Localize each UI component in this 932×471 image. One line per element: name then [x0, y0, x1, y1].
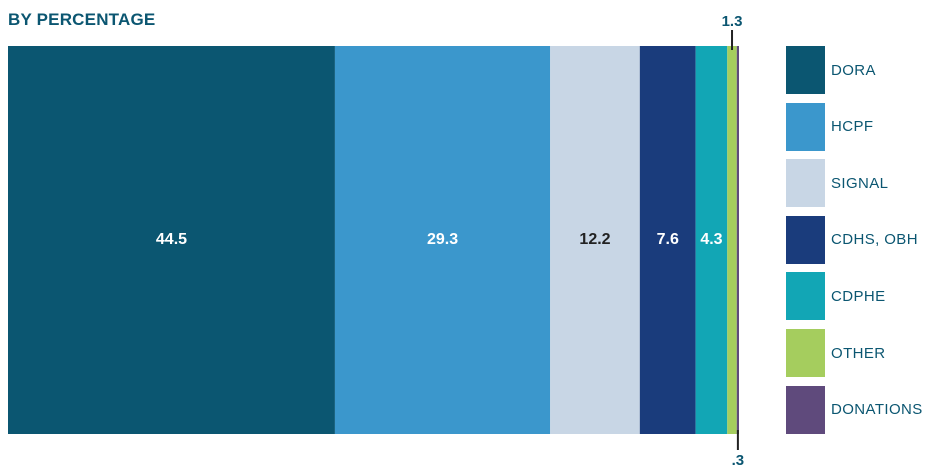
legend-swatch	[786, 159, 825, 208]
legend-item-dora: DORA	[786, 46, 876, 94]
legend-label: DORA	[831, 61, 876, 79]
bar-segment-hcpf	[334, 46, 551, 434]
value-label-donations: .3	[732, 452, 745, 469]
value-label-hcpf: 29.3	[427, 231, 458, 248]
legend-label: CDPHE	[831, 287, 886, 305]
bar-segment-cdphe	[695, 46, 728, 434]
bar-segment-other	[727, 46, 737, 434]
legend-label: CDHS, OBH	[831, 231, 918, 249]
legend-item-other: OTHER	[786, 329, 886, 377]
value-label-other: 1.3	[722, 13, 743, 30]
legend-swatch	[786, 102, 825, 151]
legend-item-hcpf: HCPF	[786, 102, 874, 151]
legend-swatch	[786, 385, 825, 434]
legend-label: HCPF	[831, 118, 874, 136]
legend-swatch	[786, 215, 825, 264]
value-label-signal: 12.2	[579, 231, 610, 248]
legend-label: OTHER	[831, 344, 886, 362]
legend-label: SIGNAL	[831, 174, 889, 192]
value-label-cdphe: 4.3	[700, 231, 722, 248]
value-label-cdhs-obh: 7.6	[657, 231, 679, 248]
bar-segment-dora	[8, 46, 335, 434]
bar-segment-cdhs-obh	[639, 46, 696, 434]
bar-segment-signal	[550, 46, 640, 434]
legend-label: DONATIONS	[831, 401, 923, 419]
legend-item-signal: SIGNAL	[786, 159, 889, 208]
legend-swatch	[786, 329, 825, 377]
value-label-dora: 44.5	[156, 231, 187, 248]
legend-item-donations: DONATIONS	[786, 385, 923, 434]
legend-item-cdhs-obh: CDHS, OBH	[786, 215, 918, 264]
chart-title: BY PERCENTAGE	[8, 10, 156, 29]
stacked-percentage-bar: 44.5 29.3 12.2 7.6 4.3 1.3 .3	[8, 13, 745, 469]
legend-swatch	[786, 46, 825, 94]
bar-segment-donations	[736, 46, 739, 434]
legend-item-cdphe: CDPHE	[786, 272, 886, 321]
legend-swatch	[786, 272, 825, 321]
